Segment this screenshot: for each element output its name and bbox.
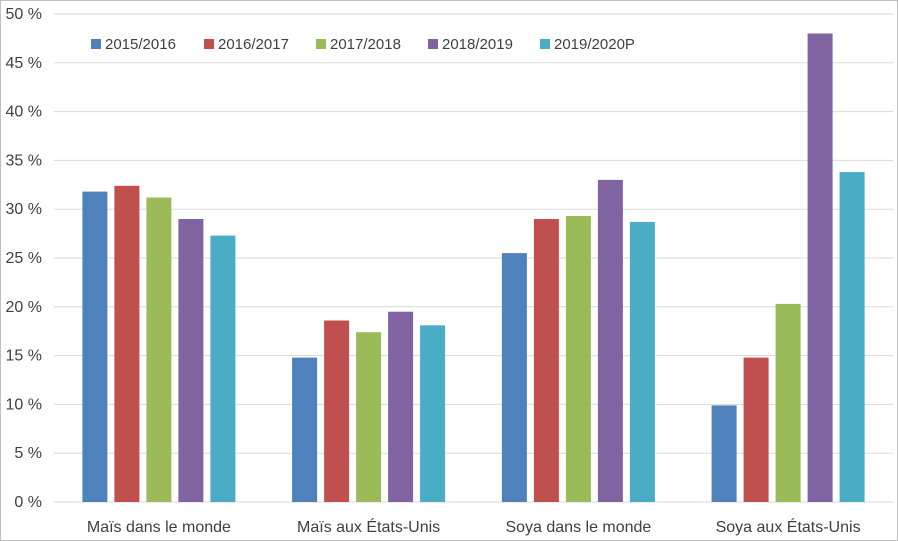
x-axis-category-labels: Maïs dans le monde Maïs aux États-Unis Soy…	[87, 517, 861, 536]
legend-label: 2015/2016	[105, 36, 176, 53]
category-label: Soya dans le monde	[505, 519, 651, 536]
y-tick-label: 30 %	[6, 201, 42, 218]
bar-2019-2020p-3	[839, 172, 865, 502]
bar-2018-2019-3	[807, 33, 833, 502]
bar-2019-2020p-1	[420, 325, 446, 502]
bar-2015-2016-3	[711, 405, 737, 502]
y-tick-label: 45 %	[6, 55, 42, 72]
legend-swatch	[204, 39, 214, 49]
bar-2015-2016-1	[292, 357, 318, 502]
y-tick-label: 0 %	[14, 494, 42, 511]
legend-label: 2017/2018	[330, 36, 401, 53]
bar-2018-2019-2	[597, 179, 623, 502]
category-label: Maïs dans le monde	[87, 519, 231, 536]
legend: 2015/2016 2016/2017 2017/2018 2018/2019 2019…	[91, 36, 635, 53]
legend-swatch	[316, 39, 326, 49]
bar-2017-2018-1	[356, 332, 382, 502]
bar-2016-2017-0	[114, 185, 140, 503]
y-tick-label: 20 %	[6, 299, 42, 316]
y-tick-label: 10 %	[6, 396, 42, 413]
bar-2018-2019-1	[388, 311, 414, 502]
bar-2017-2018-2	[565, 216, 591, 502]
y-tick-label: 5 %	[14, 445, 42, 462]
legend-swatch	[540, 39, 550, 49]
bars	[82, 33, 865, 503]
bar-2017-2018-0	[146, 197, 172, 502]
bar-2019-2020p-0	[210, 235, 236, 502]
bar-2016-2017-3	[743, 357, 769, 502]
legend-label: 2019/2020P	[554, 36, 635, 53]
category-label: Soya aux États-Unis	[716, 517, 861, 536]
bar-2015-2016-2	[501, 253, 527, 502]
legend-swatch	[91, 39, 101, 49]
y-tick-label: 50 %	[6, 6, 42, 23]
bar-2017-2018-3	[775, 303, 801, 502]
legend-label: 2018/2019	[442, 36, 513, 53]
y-tick-label: 25 %	[6, 250, 42, 267]
bar-2015-2016-0	[82, 191, 108, 502]
bar-2016-2017-2	[533, 219, 559, 502]
y-tick-label: 40 %	[6, 104, 42, 121]
legend-label: 2016/2017	[218, 36, 289, 53]
legend-swatch	[428, 39, 438, 49]
bar-2018-2019-0	[178, 219, 204, 502]
bar-2019-2020p-2	[629, 221, 655, 502]
category-label: Maïs aux États-Unis	[297, 517, 440, 536]
y-tick-label: 15 %	[6, 348, 42, 365]
y-tick-label: 35 %	[6, 152, 42, 169]
y-axis-tick-labels: 0 % 5 % 10 % 15 % 20 % 25 % 30 % 35 % 40 % 45 % 50…	[6, 6, 42, 511]
bar-2016-2017-1	[324, 320, 350, 502]
